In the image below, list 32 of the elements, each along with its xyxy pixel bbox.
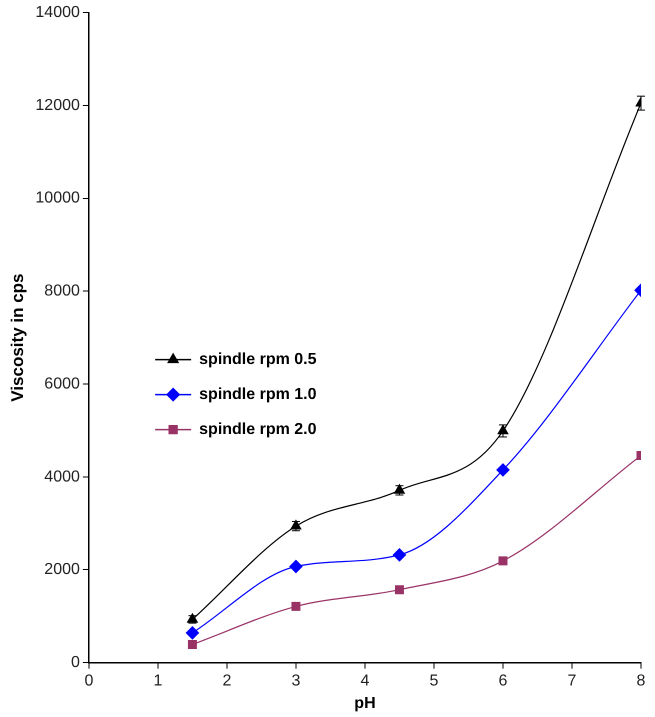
- x-axis-title: pH: [354, 694, 376, 712]
- point: [496, 463, 510, 477]
- legend-label: spindle rpm 1.0: [199, 386, 317, 404]
- point: [392, 548, 406, 562]
- point: [498, 556, 508, 566]
- y-tick-label: 4000: [44, 468, 80, 486]
- legend-label: spindle rpm 2.0: [199, 421, 317, 438]
- y-tick-label: 14000: [35, 4, 80, 22]
- point: [291, 602, 300, 611]
- x-tick-label: 8: [636, 672, 646, 690]
- y-tick-label: 6000: [44, 375, 80, 392]
- point: [290, 520, 302, 530]
- y-axis-title: Viscosity in cps: [8, 274, 27, 402]
- x-tick-label: 5: [430, 672, 439, 690]
- x-tick-label: 3: [291, 672, 300, 690]
- x-tick-label: 4: [360, 672, 370, 690]
- point: [289, 560, 303, 574]
- y-tick-label: 0: [70, 654, 80, 672]
- point: [188, 640, 197, 649]
- x-tick-label: 1: [153, 672, 162, 690]
- x-tick-label: 6: [498, 672, 508, 690]
- y-tick-label: 10000: [35, 190, 80, 207]
- point: [186, 626, 200, 640]
- point: [498, 424, 508, 434]
- x-tick-label: 7: [568, 672, 577, 690]
- y-tick-label: 2000: [44, 561, 80, 578]
- point: [394, 585, 404, 594]
- y-tick-label: 12000: [35, 96, 80, 114]
- legend-label: spindle rpm 0.5: [199, 351, 317, 368]
- x-tick-label: 2: [222, 672, 232, 690]
- y-tick-label: 8000: [44, 282, 80, 300]
- x-tick-label: 0: [84, 672, 94, 690]
